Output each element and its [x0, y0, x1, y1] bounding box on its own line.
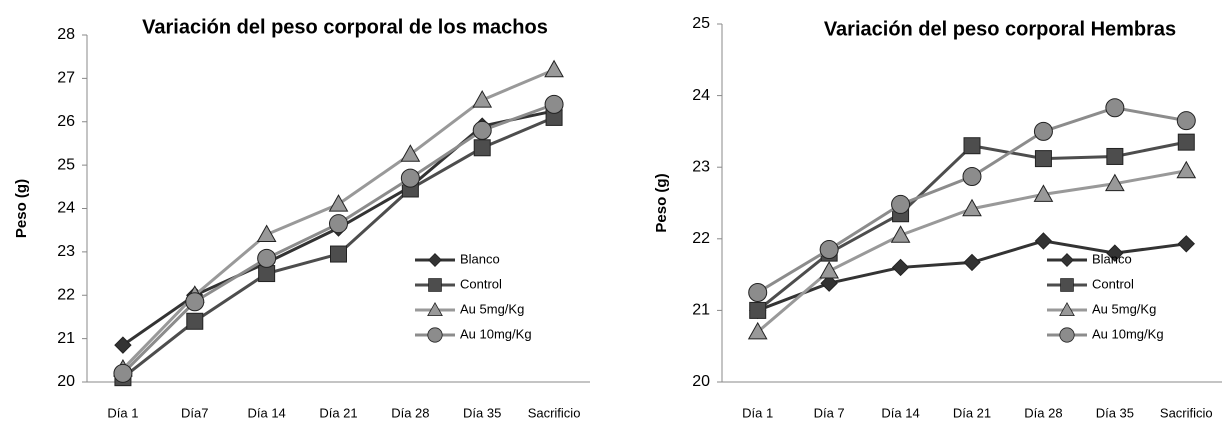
- x-tick-label: Día 1: [742, 405, 773, 420]
- marker: [1106, 147, 1124, 165]
- marker: [1060, 253, 1074, 267]
- marker: [427, 327, 443, 343]
- y-tick-label: 25: [57, 156, 75, 173]
- marker: [427, 301, 443, 317]
- y-tick-label: 27: [57, 70, 75, 87]
- marker: [1105, 98, 1125, 118]
- marker: [962, 167, 982, 187]
- marker: [330, 245, 347, 263]
- marker: [1034, 150, 1052, 168]
- x-tick-label: Día 21: [319, 405, 357, 420]
- marker: [748, 283, 768, 302]
- marker: [472, 120, 492, 140]
- marker: [963, 137, 981, 155]
- marker: [1034, 232, 1053, 250]
- marker: [1176, 160, 1197, 179]
- marker: [114, 336, 132, 354]
- marker: [1060, 278, 1074, 292]
- marker: [544, 94, 564, 114]
- x-tick-label: Sacrificio: [1160, 405, 1213, 420]
- y-tick-label: 26: [57, 113, 75, 130]
- y-tick-label: 21: [692, 302, 710, 319]
- marker: [472, 90, 493, 108]
- marker: [1059, 301, 1075, 317]
- marker: [1033, 121, 1053, 141]
- marker: [1033, 184, 1054, 202]
- x-tick-label: Día 14: [247, 405, 285, 420]
- x-tick-label: Día 28: [1024, 405, 1062, 420]
- y-tick-label: 20: [692, 373, 710, 390]
- marker: [329, 214, 348, 234]
- legend-label: Control: [460, 276, 502, 291]
- x-tick-label: Día 28: [391, 405, 429, 420]
- marker: [400, 168, 420, 188]
- chart-title: Variación del peso corporal Hembras: [824, 18, 1176, 40]
- y-tick-label: 20: [57, 373, 75, 390]
- y-tick-label: 24: [692, 87, 710, 104]
- legend-label: Au 10mg/Kg: [460, 326, 532, 341]
- marker: [1176, 111, 1196, 131]
- legend-label: Blanco: [460, 251, 500, 266]
- marker: [256, 224, 277, 243]
- x-tick-label: Día 1: [107, 405, 138, 420]
- x-tick-label: Día 14: [881, 405, 919, 420]
- marker: [186, 312, 204, 330]
- y-tick-label: 23: [57, 243, 75, 260]
- marker: [963, 253, 981, 272]
- marker: [257, 248, 277, 268]
- marker: [1105, 173, 1125, 192]
- marker: [113, 363, 133, 383]
- x-tick-label: Día 35: [1096, 405, 1134, 420]
- chart-title: Variación del peso corporal de los macho…: [142, 16, 548, 38]
- marker: [185, 292, 205, 312]
- marker: [428, 278, 442, 292]
- marker: [400, 144, 421, 162]
- x-tick-label: Sacrificio: [528, 405, 581, 420]
- y-tick-label: 22: [57, 286, 75, 303]
- legend-label: Au 5mg/Kg: [460, 301, 524, 316]
- y-axis-label: Peso (g): [13, 179, 30, 238]
- x-tick-label: Día7: [181, 405, 208, 420]
- marker: [819, 261, 839, 279]
- y-tick-label: 25: [692, 15, 710, 32]
- marker: [819, 240, 839, 260]
- y-axis-label: Peso (g): [653, 173, 670, 232]
- marker: [1177, 235, 1195, 253]
- x-tick-label: Día 35: [463, 405, 501, 420]
- marker: [962, 198, 982, 217]
- marker: [820, 274, 838, 292]
- marker: [1177, 133, 1195, 151]
- marker: [473, 139, 491, 157]
- marker: [1106, 244, 1124, 262]
- y-tick-label: 22: [692, 230, 710, 247]
- marker: [891, 258, 910, 277]
- marker: [890, 225, 911, 243]
- marker: [1059, 327, 1075, 343]
- marker: [749, 301, 767, 319]
- y-tick-label: 23: [692, 158, 710, 175]
- x-tick-label: Día 21: [953, 405, 991, 420]
- legend-label: Control: [1092, 276, 1134, 291]
- marker: [544, 59, 564, 78]
- marker: [428, 253, 442, 267]
- marker: [747, 321, 768, 340]
- marker: [328, 194, 349, 212]
- y-tick-label: 28: [57, 26, 75, 43]
- y-tick-label: 21: [57, 330, 75, 347]
- marker: [258, 265, 276, 283]
- legend-label: Au 10mg/Kg: [1092, 326, 1164, 341]
- marker: [891, 194, 911, 214]
- legend-label: Blanco: [1092, 251, 1132, 266]
- legend-label: Au 5mg/Kg: [1092, 301, 1156, 316]
- y-tick-label: 24: [57, 200, 75, 217]
- x-tick-label: Día 7: [814, 405, 845, 420]
